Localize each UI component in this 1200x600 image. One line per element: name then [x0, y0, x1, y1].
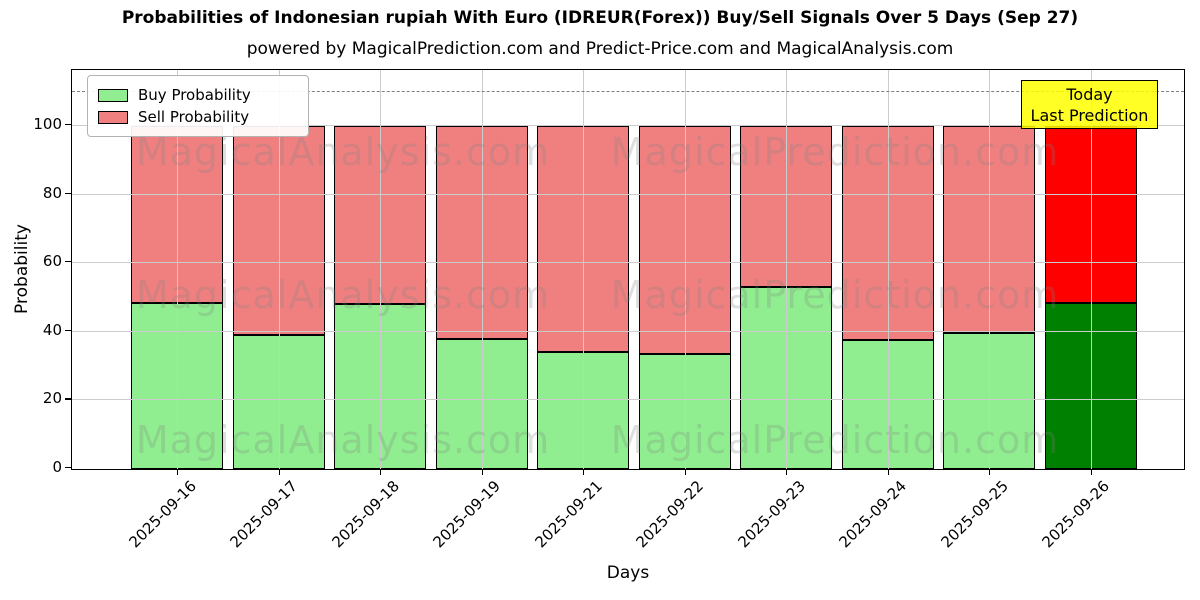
x-tick-label-text: 2025-09-26 [1038, 477, 1114, 552]
v-gridline-2025-09-18 [380, 70, 381, 469]
annotation-line2: Last Prediction [1030, 105, 1149, 125]
y-tick-label-80: 80 [42, 183, 62, 202]
x-tick-2025-09-21 [583, 469, 585, 475]
buy-swatch-icon [98, 88, 128, 102]
y-tick-60 [65, 261, 71, 263]
x-tick-label-text: 2025-09-18 [328, 477, 403, 552]
y-axis-title: Probability [12, 224, 32, 314]
v-gridline-2025-09-16 [177, 70, 178, 469]
v-gridline-2025-09-25 [989, 70, 990, 469]
v-gridline-2025-09-26 [1090, 70, 1092, 469]
x-tick-2025-09-17 [278, 469, 280, 475]
x-tick-label-text: 2025-09-21 [531, 477, 606, 552]
v-gridline-2025-09-17 [278, 70, 280, 469]
sell-swatch-icon [98, 110, 128, 124]
y-tick-label-100: 100 [33, 114, 62, 133]
v-gridline-2025-09-21 [583, 70, 584, 469]
y-tick-label-20: 20 [42, 389, 62, 408]
v-gridline-2025-09-22 [684, 70, 686, 469]
chart-subtitle: powered by MagicalPrediction.com and Pre… [246, 39, 954, 59]
annotation-line1: Today [1066, 84, 1113, 104]
x-tick-label-text: 2025-09-22 [632, 477, 708, 552]
y-tick-label-0: 0 [52, 458, 62, 476]
x-tick-label-text: 2025-09-25 [937, 477, 1012, 552]
x-tick-2025-09-19 [481, 469, 483, 475]
x-axis-title: Days [606, 563, 650, 583]
x-tick-2025-09-16 [177, 469, 179, 475]
y-tick-label-40: 40 [42, 320, 62, 339]
x-tick-label-text: 2025-09-23 [734, 477, 809, 552]
legend-buy-label: Buy Probability [138, 86, 251, 104]
x-tick-label-text: 2025-09-24 [835, 477, 911, 552]
v-gridline-2025-09-24 [887, 70, 889, 469]
h-gridline-40 [72, 330, 1184, 332]
legend-entry-buy: Buy Probability [98, 84, 298, 106]
y-tick-80 [65, 192, 71, 194]
x-tick-2025-09-23 [786, 469, 788, 475]
y-tick-100 [65, 123, 71, 126]
h-gridline-100 [72, 124, 1184, 126]
x-tick-label-text: 2025-09-17 [226, 477, 302, 552]
h-gridline-20 [72, 399, 1184, 401]
x-tick-2025-09-24 [887, 469, 889, 475]
x-tick-2025-09-25 [989, 469, 991, 475]
y-tick-label-60: 60 [42, 252, 62, 271]
today-annotation: Today Last Prediction [1021, 80, 1158, 129]
y-tick-20 [65, 398, 71, 400]
y-tick-0 [65, 467, 71, 469]
v-gridline-2025-09-23 [786, 70, 787, 469]
y-tick-40 [65, 329, 71, 331]
x-tick-label-text: 2025-09-19 [429, 477, 505, 552]
h-gridline-80 [72, 193, 1184, 195]
chart-title: Probabilities of Indonesian rupiah With … [121, 8, 1079, 28]
legend-sell-label: Sell Probability [138, 108, 250, 126]
dashed-line-110 [72, 90, 1184, 92]
x-tick-2025-09-26 [1090, 469, 1092, 475]
legend-entry-sell: Sell Probability [98, 106, 298, 128]
legend: Buy Probability Sell Probability [87, 75, 309, 137]
x-tick-2025-09-22 [684, 469, 686, 475]
v-gridline-2025-09-19 [481, 70, 483, 469]
x-tick-2025-09-18 [380, 469, 382, 475]
h-gridline-60 [72, 262, 1184, 264]
x-tick-label-text: 2025-09-16 [125, 477, 200, 552]
